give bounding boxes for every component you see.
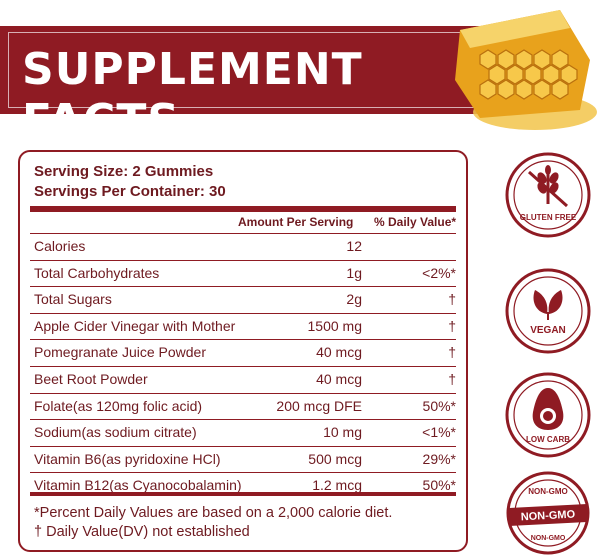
leaf-icon [533,290,563,320]
nutrient-name: Sodium(as sodium citrate) [34,424,197,441]
nutrient-name: Pomegranate Juice Powder [34,344,206,361]
nutrient-name: Vitamin B6(as pyridoxine HCl) [34,450,221,467]
footnote-daily-values: *Percent Daily Values are based on a 2,0… [34,505,393,521]
header-amount: Amount Per Serving [238,215,354,229]
nutrient-amount: 1g [346,264,362,281]
nutrient-name: Vitamin B12(as Cyanocobalamin) [34,477,242,494]
non-gmo-bottom-label: NON-GMO [531,535,566,542]
nutrient-amount: 1.2 mcg [312,477,362,494]
nutrient-row: Total Sugars 2g † [30,286,456,313]
nutrient-dv: † [448,317,456,334]
nutrient-name: Total Sugars [34,291,112,308]
nutrient-amount: 40 mcg [316,370,362,387]
nutrient-amount: 500 mcg [308,450,362,467]
nutrient-amount: 12 [346,238,362,254]
nutrient-amount: 200 mcg DFE [276,397,362,414]
nutrient-name: Calories [34,238,86,254]
nutrient-dv: 29%* [422,450,456,467]
nutrient-row: Calories 12 [30,233,456,260]
banner-border [8,32,505,108]
avocado-icon [532,388,564,430]
nutrient-row: Vitamin B6(as pyridoxine HCl) 500 mcg 29… [30,445,456,473]
footnotes: *Percent Daily Values are based on a 2,0… [34,504,392,542]
nutrient-dv: 50%* [422,397,456,414]
nutrient-dv: † [448,344,456,361]
nutrient-row: Pomegranate Juice Powder 40 mcg † [30,339,456,366]
nutrient-name: Folate(as 120mg folic acid) [34,397,203,414]
title-banner: SUPPLEMENT FACTS [0,26,505,146]
serving-size: Serving Size: 2 Gummies [34,163,214,180]
non-gmo-ribbon-label: NON-GMO [520,509,575,524]
nutrient-amount: 40 mcg [316,344,362,361]
divider-thick [30,206,456,212]
gluten-free-label: GLUTEN FREE [520,213,577,222]
vegan-badge: VEGAN [505,268,591,354]
servings-per-container: Servings Per Container: 30 [34,183,226,200]
nutrient-row: Total Carbohydrates 1g <2%* [30,259,456,287]
footnote-not-established: † Daily Value(DV) not established [34,524,250,540]
non-gmo-ribbon [509,504,587,526]
gluten-free-badge: GLUTEN FREE [505,152,591,238]
nutrient-name: Beet Root Powder [34,370,148,387]
nutrient-dv: <2%* [422,264,456,281]
nutrient-dv: 50%* [422,477,456,494]
nutrient-row: Beet Root Powder 40 mcg † [30,365,456,393]
nutrient-name: Apple Cider Vinegar with Mother [34,317,236,334]
low-carb-label: LOW CARB [526,435,570,444]
supplement-facts-panel: Serving Size: 2 Gummies Servings Per Con… [18,150,468,552]
nutrient-dv: † [448,370,456,387]
nutrient-row: Folate(as 120mg folic acid) 200 mcg DFE … [30,392,456,420]
non-gmo-top-label: NON-GMO [528,487,568,496]
nutrient-row: Vitamin B12(as Cyanocobalamin) 1.2 mcg 5… [30,472,456,499]
divider-bottom [30,492,456,496]
vegan-label: VEGAN [530,325,566,336]
low-carb-badge: LOW CARB [505,372,591,458]
nutrient-amount: 1500 mg [307,317,362,334]
banner-title: SUPPLEMENT FACTS [22,44,363,146]
header-daily-value: % Daily Value* [374,215,457,229]
nutrient-dv: † [448,291,456,308]
non-gmo-badge: NON-GMO NON-GMO NON-GMO [506,471,590,555]
nutrient-amount: 10 mg [323,424,362,441]
nutrient-name: Total Carbohydrates [34,264,160,281]
nutrient-row: Apple Cider Vinegar with Mother 1500 mg … [30,312,456,340]
serving-info: Serving Size: 2 Gummies Servings Per Con… [34,162,226,202]
nutrient-rows: Calories 12 Total Carbohydrates 1g <2%* … [30,233,456,499]
nutrient-amount: 2g [346,291,362,308]
honeycomb-image [455,10,597,130]
nutrient-dv: <1%* [422,424,456,441]
nutrient-row: Sodium(as sodium citrate) 10 mg <1%* [30,419,456,446]
